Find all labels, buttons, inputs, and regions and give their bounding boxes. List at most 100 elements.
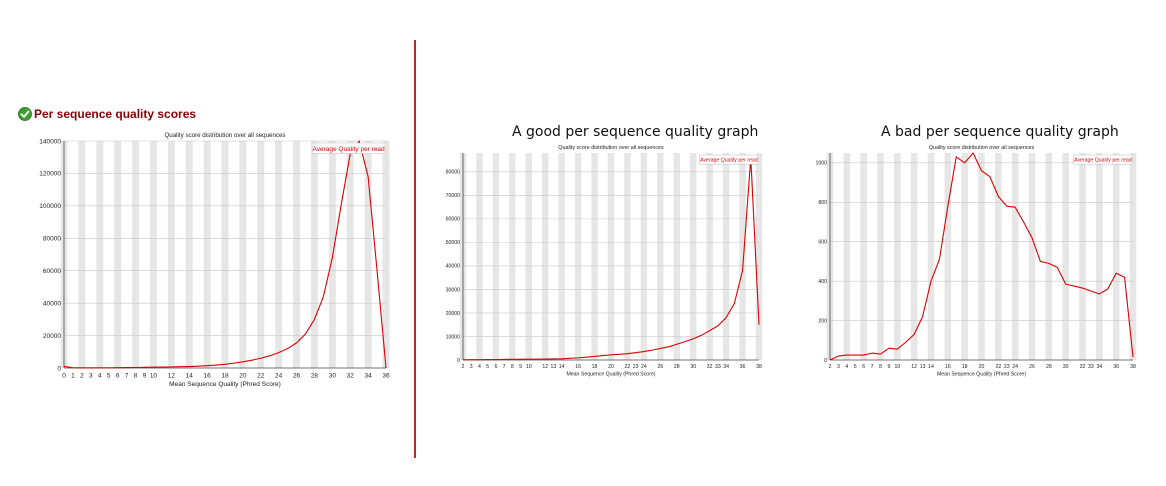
grid-band (1028, 153, 1036, 360)
y-tick-label: 30000 (446, 287, 461, 293)
grid-band (239, 141, 247, 368)
grid-band (132, 141, 140, 368)
grid-band (860, 153, 867, 360)
x-tick-label: 10 (150, 373, 158, 380)
grid-band (346, 141, 354, 368)
grid-band (894, 153, 901, 360)
x-tick-label: 7 (125, 373, 129, 380)
grid-band (257, 141, 265, 368)
good-graph-title: A good per sequence quality graph (512, 124, 759, 140)
grid-band (492, 153, 500, 360)
grid-band (149, 141, 157, 368)
x-tick-label: 3 (89, 373, 93, 380)
x-axis-label: Mean Sequence Quality (Phred Score) (937, 371, 1026, 377)
x-tick-label: 10 (894, 364, 900, 370)
grid-band (1112, 153, 1120, 360)
grid-band (96, 141, 104, 368)
legend-label: Average Quality per read (700, 158, 758, 164)
grid-band (382, 141, 390, 368)
y-tick-label: 20000 (43, 333, 61, 340)
y-tick-label: 1000 (815, 161, 827, 167)
y-tick-label: 400 (818, 279, 827, 285)
grid-band (624, 153, 631, 360)
grid-band (167, 141, 175, 368)
x-tick-label: 9 (143, 373, 147, 380)
x-tick-label: 3 (837, 364, 840, 370)
x-tick-label: 10 (526, 364, 532, 370)
chart-title: Quality score distribution over all sequ… (558, 145, 664, 151)
x-tick-label: 18 (221, 373, 229, 380)
x-tick-label: 36 (382, 373, 390, 380)
x-tick-label: 28 (1046, 364, 1052, 370)
module-heading: Per sequence quality scores (18, 107, 196, 121)
grid-band (755, 153, 763, 360)
x-tick-label: 14 (559, 364, 565, 370)
legend-box (1073, 154, 1133, 165)
grid-band (910, 153, 918, 360)
grid-band (673, 153, 680, 360)
chart-title: Quality score distribution over all sequ… (164, 132, 285, 139)
grid-band (722, 153, 730, 360)
grid-band (310, 141, 318, 368)
x-tick-label: 16 (945, 364, 951, 370)
x-tick-label: 18 (592, 364, 598, 370)
x-tick-label: 3 (470, 364, 473, 370)
grid-band (690, 153, 697, 360)
y-tick-label: 0 (57, 365, 61, 372)
y-tick-label: 20000 (446, 311, 461, 317)
x-tick-label: 0 (62, 373, 66, 380)
x-tick-label: 5 (107, 373, 111, 380)
grid-band (995, 153, 1002, 360)
x-tick-label: 36 (1113, 364, 1119, 370)
x-tick-label: 22 (257, 373, 265, 380)
grid-band (877, 153, 884, 360)
grid-band (739, 153, 746, 360)
legend-box (699, 154, 759, 165)
x-tick-label: 30 (329, 373, 337, 380)
x-tick-label: 18 (962, 364, 968, 370)
legend-box (311, 142, 386, 154)
grid-band (509, 153, 516, 360)
series-line (829, 152, 1134, 361)
x-tick-label: 7 (871, 364, 874, 370)
x-tick-label: 12 (911, 364, 917, 370)
y-tick-label: 40000 (43, 300, 61, 307)
x-tick-label: 20 (979, 364, 985, 370)
x-tick-label: 8 (879, 364, 882, 370)
x-tick-label: 16 (203, 373, 211, 380)
x-tick-label: 5 (854, 364, 857, 370)
grid-band (1045, 153, 1053, 360)
y-tick-label: 50000 (446, 240, 461, 246)
x-tick-label: 30 (690, 364, 696, 370)
x-tick-label: 13 (920, 364, 926, 370)
x-tick-label: 26 (657, 364, 663, 370)
x-tick-label: 9 (519, 364, 522, 370)
grid-band (657, 153, 664, 360)
module-heading-label: Per sequence quality scores (34, 107, 197, 121)
x-tick-label: 38 (756, 364, 762, 370)
grid-band (542, 153, 549, 360)
x-tick-label: 6 (494, 364, 497, 370)
x-tick-label: 4 (98, 373, 102, 380)
x-tick-label: 26 (1029, 364, 1035, 370)
x-tick-label: 20 (608, 364, 614, 370)
y-tick-label: 60000 (446, 217, 461, 223)
grid-band (203, 141, 211, 368)
x-tick-label: 28 (674, 364, 680, 370)
grid-band (706, 153, 713, 360)
x-tick-label: 23 (1004, 364, 1010, 370)
grid-band (640, 153, 648, 360)
grid-band (185, 141, 193, 368)
x-tick-label: 16 (575, 364, 581, 370)
x-tick-label: 1 (71, 373, 75, 380)
x-tick-label: 26 (293, 373, 301, 380)
x-tick-label: 4 (845, 364, 848, 370)
x-tick-label: 12 (542, 364, 548, 370)
x-tick-label: 24 (275, 373, 283, 380)
x-tick-label: 34 (723, 364, 729, 370)
x-tick-label: 24 (1012, 364, 1018, 370)
grid-band (476, 153, 483, 360)
x-tick-label: 23 (633, 364, 639, 370)
grid-band (1079, 153, 1086, 360)
grid-band (978, 153, 985, 360)
